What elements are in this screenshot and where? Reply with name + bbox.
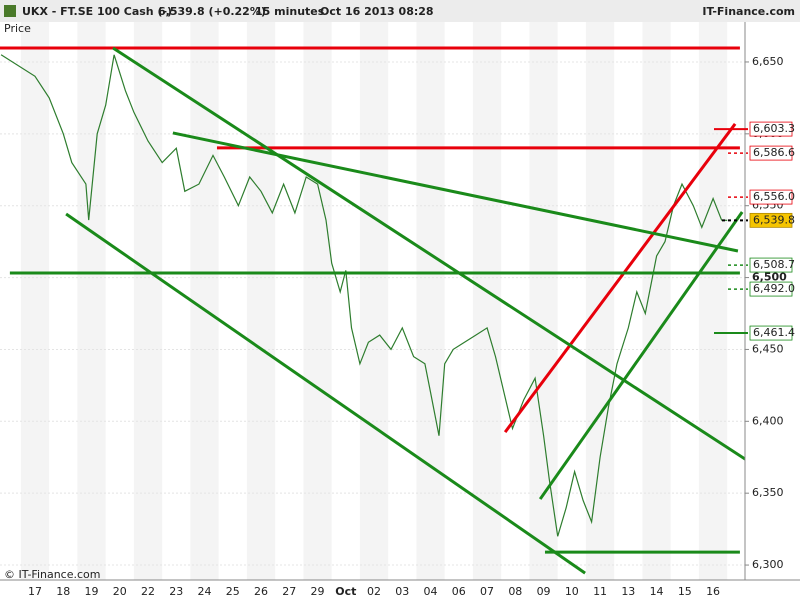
price-marker-label: 6,586.6 — [753, 146, 795, 159]
y-axis-label: Price — [4, 22, 31, 35]
price-marker-label: 6,556.0 — [753, 190, 795, 203]
x-tick-label: 15 — [678, 585, 692, 598]
interval: 15 minutes — [255, 5, 325, 18]
day-band — [698, 22, 728, 580]
day-band — [585, 22, 615, 580]
trend-line — [112, 46, 745, 461]
x-tick-label: 03 — [395, 585, 409, 598]
price-marker-box — [749, 257, 793, 273]
price-marker-box — [749, 325, 793, 341]
price-marker-label: 6,508.7 — [753, 258, 795, 271]
price-marker-label: 6,461.4 — [753, 326, 795, 339]
x-tick-label: 23 — [169, 585, 183, 598]
x-tick-label: 24 — [198, 585, 212, 598]
chart-title: UKX - FT.SE 100 Cash (-) — [22, 5, 172, 18]
x-tick-label: 11 — [593, 585, 607, 598]
day-band — [529, 22, 558, 580]
trend-line — [503, 123, 737, 433]
x-tick-label: 14 — [650, 585, 664, 598]
x-tick-label: 19 — [85, 585, 99, 598]
x-tick-label: 29 — [311, 585, 325, 598]
day-band — [190, 22, 219, 580]
y-tick-label: 6,650 — [752, 55, 784, 68]
price-line — [0, 54, 728, 537]
x-tick-label: 22 — [141, 585, 155, 598]
trend-line — [538, 211, 744, 500]
x-tick-label: Oct — [335, 585, 356, 598]
day-band — [20, 22, 50, 580]
x-tick-label: 27 — [282, 585, 296, 598]
x-tick-label: 04 — [424, 585, 438, 598]
price-marker-box — [749, 189, 793, 205]
date: Oct 16 2013 08:28 — [320, 5, 434, 18]
x-tick-label: 16 — [706, 585, 720, 598]
trend-line — [65, 212, 586, 575]
x-tick-label: 26 — [254, 585, 268, 598]
x-tick-label: 09 — [537, 585, 551, 598]
x-tick-label: 13 — [621, 585, 635, 598]
y-tick-label: 6,450 — [752, 342, 784, 355]
day-band — [246, 22, 276, 580]
price-marker-box — [749, 121, 793, 137]
price-marker-box — [749, 145, 793, 161]
x-tick-label: 18 — [56, 585, 70, 598]
x-tick-label: 10 — [565, 585, 579, 598]
x-tick-label: 25 — [226, 585, 240, 598]
plot-area — [0, 22, 745, 580]
day-band — [77, 22, 106, 580]
day-band — [303, 22, 332, 580]
x-tick-label: 02 — [367, 585, 381, 598]
price-marker-label: 6,603.3 — [753, 122, 795, 135]
copyright: © IT-Finance.com — [4, 568, 101, 581]
day-band — [416, 22, 445, 580]
day-band — [133, 22, 163, 580]
day-band — [359, 22, 389, 580]
source: IT-Finance.com — [702, 5, 795, 18]
x-tick-label: 06 — [452, 585, 466, 598]
last-price: 6,539.8 (+0.22%) — [158, 5, 266, 18]
header-bar — [0, 0, 800, 22]
header-icon — [4, 5, 16, 17]
price-marker-label: 6,492.0 — [753, 282, 795, 295]
day-band — [472, 22, 502, 580]
y-tick-label: 6,500 — [752, 271, 787, 284]
x-tick-label: 17 — [28, 585, 42, 598]
y-tick-label: 6,300 — [752, 558, 784, 571]
x-tick-label: 08 — [508, 585, 522, 598]
trend-line — [172, 131, 739, 253]
x-tick-label: 20 — [113, 585, 127, 598]
price-marker-label: 6,539.8 — [753, 213, 795, 226]
price-marker-box — [749, 281, 793, 297]
y-tick-label: 6,350 — [752, 486, 784, 499]
price-marker-box — [749, 212, 793, 228]
y-tick-label: 6,400 — [752, 414, 784, 427]
day-band — [642, 22, 671, 580]
x-tick-label: 07 — [480, 585, 494, 598]
